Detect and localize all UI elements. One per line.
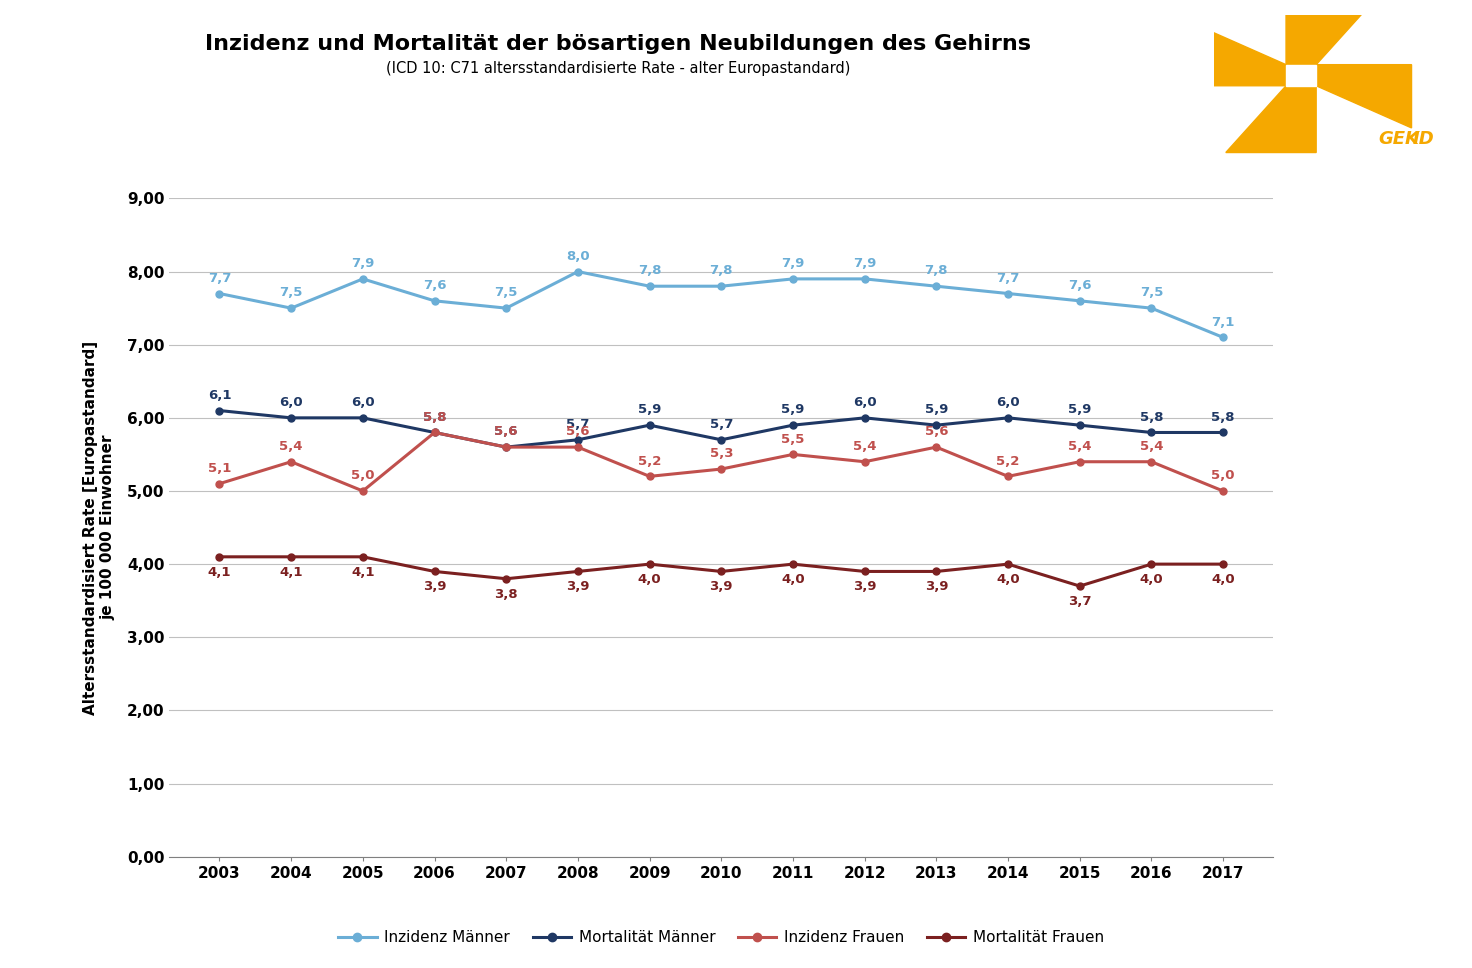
Text: 3,9: 3,9 [567, 581, 590, 593]
Text: 7,1: 7,1 [1211, 316, 1235, 328]
Text: 5,9: 5,9 [637, 404, 661, 416]
Text: 6,0: 6,0 [997, 396, 1020, 409]
Polygon shape [1287, 0, 1376, 65]
Polygon shape [1287, 65, 1316, 86]
Text: (ICD 10: C71 altersstandardisierte Rate - alter Europastandard): (ICD 10: C71 altersstandardisierte Rate … [386, 61, 851, 76]
Text: 5,4: 5,4 [1069, 440, 1091, 453]
Text: 5,4: 5,4 [852, 440, 876, 453]
Y-axis label: Altersstandardisiert Rate [Europastandard]
je 100 000 Einwohner: Altersstandardisiert Rate [Europastandar… [84, 341, 116, 714]
Text: 3,7: 3,7 [1069, 595, 1091, 608]
Text: 6,1: 6,1 [208, 389, 231, 402]
Text: 7,9: 7,9 [852, 257, 876, 270]
Text: 5,3: 5,3 [710, 447, 733, 460]
Text: Inzidenz und Mortalität der bösartigen Neubildungen des Gehirns: Inzidenz und Mortalität der bösartigen N… [205, 34, 1032, 54]
Text: 7,9: 7,9 [782, 257, 805, 270]
Text: 5,4: 5,4 [280, 440, 303, 453]
Text: 4,0: 4,0 [637, 573, 661, 586]
Text: ID: ID [1413, 130, 1435, 148]
Text: 8,0: 8,0 [567, 250, 590, 262]
Text: 6,0: 6,0 [852, 396, 876, 409]
Text: 6,0: 6,0 [350, 396, 375, 409]
Text: 6,0: 6,0 [280, 396, 303, 409]
Text: 5,7: 5,7 [567, 418, 590, 431]
Text: 4,0: 4,0 [1211, 573, 1235, 586]
Text: 5,2: 5,2 [637, 455, 661, 468]
Text: GEK: GEK [1379, 130, 1419, 148]
Text: 5,2: 5,2 [997, 455, 1020, 468]
Text: 5,6: 5,6 [495, 425, 518, 439]
Text: 4,0: 4,0 [997, 573, 1020, 586]
Text: 3,9: 3,9 [852, 581, 876, 593]
Text: 7,6: 7,6 [422, 279, 446, 292]
Text: 5,8: 5,8 [422, 410, 446, 424]
Polygon shape [1226, 86, 1316, 153]
Text: 4,0: 4,0 [782, 573, 805, 586]
Text: 5,5: 5,5 [782, 433, 805, 445]
Text: 7,5: 7,5 [495, 287, 518, 299]
Text: 5,6: 5,6 [924, 425, 948, 439]
Text: 5,0: 5,0 [1211, 469, 1235, 482]
Text: 5,6: 5,6 [495, 425, 518, 439]
Text: 5,9: 5,9 [1069, 404, 1091, 416]
Text: 5,9: 5,9 [782, 404, 805, 416]
Text: 7,8: 7,8 [924, 264, 948, 278]
Text: 5,6: 5,6 [567, 425, 590, 439]
Legend: Inzidenz Männer, Mortalität Männer, Inzidenz Frauen, Mortalität Frauen: Inzidenz Männer, Mortalität Männer, Inzi… [333, 923, 1110, 952]
Text: 3,8: 3,8 [495, 588, 518, 601]
Polygon shape [1316, 65, 1412, 128]
Text: 4,1: 4,1 [280, 565, 303, 579]
Text: 4,0: 4,0 [1139, 573, 1163, 586]
Text: 5,9: 5,9 [924, 404, 948, 416]
Text: 7,7: 7,7 [997, 272, 1020, 285]
Text: 5,8: 5,8 [422, 410, 446, 424]
Text: 7,7: 7,7 [208, 272, 231, 285]
Polygon shape [1191, 22, 1287, 86]
Text: 7,5: 7,5 [280, 287, 303, 299]
Text: 4,1: 4,1 [352, 565, 374, 579]
Text: 7,8: 7,8 [710, 264, 733, 278]
Text: 5,4: 5,4 [1139, 440, 1163, 453]
Text: 5,1: 5,1 [208, 462, 231, 475]
Text: 3,9: 3,9 [710, 581, 733, 593]
Text: 5,8: 5,8 [1211, 410, 1235, 424]
Text: 5,8: 5,8 [1139, 410, 1163, 424]
Text: 7,9: 7,9 [352, 257, 374, 270]
Text: 7,8: 7,8 [637, 264, 661, 278]
Text: 3,9: 3,9 [422, 581, 446, 593]
Text: 4,1: 4,1 [208, 565, 231, 579]
Text: 3,9: 3,9 [924, 581, 948, 593]
Text: 7,6: 7,6 [1069, 279, 1091, 292]
Text: 7,5: 7,5 [1139, 287, 1163, 299]
Text: 5,0: 5,0 [352, 469, 374, 482]
Text: 5,7: 5,7 [710, 418, 733, 431]
